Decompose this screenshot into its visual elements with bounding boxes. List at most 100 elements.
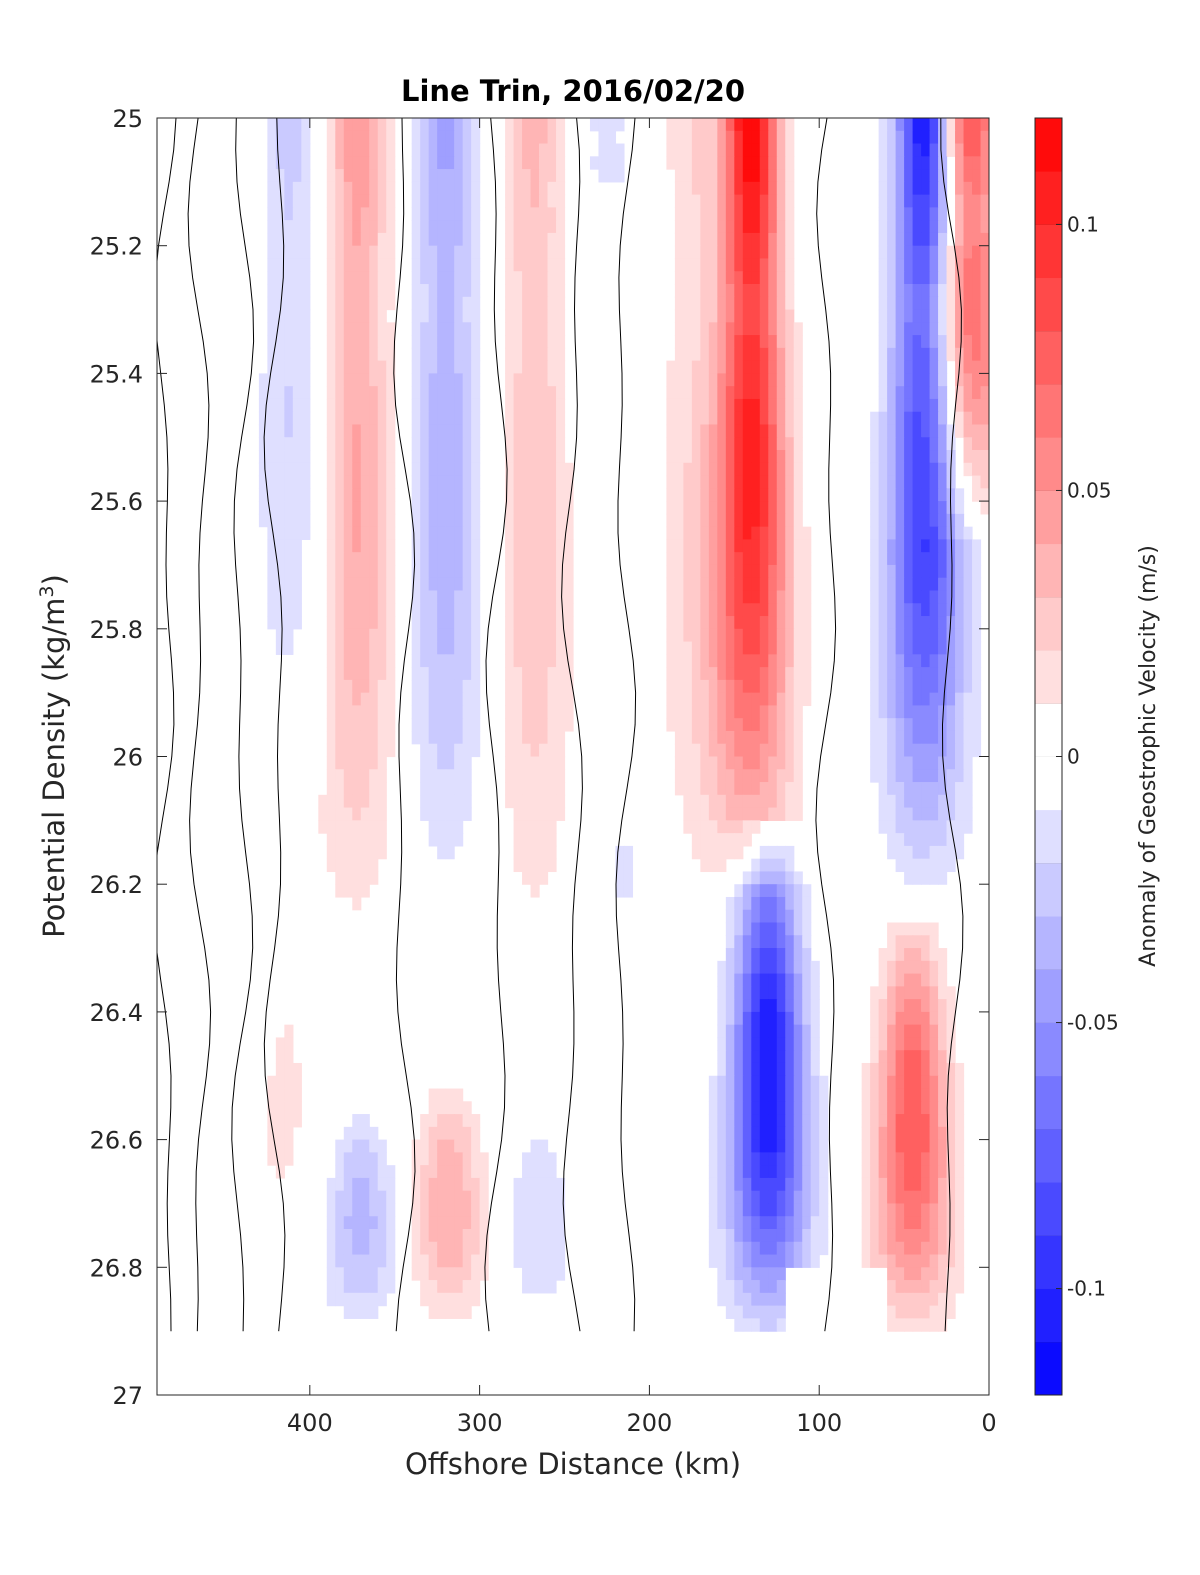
heatmap-cell (326, 1241, 336, 1256)
heatmap-cell (878, 501, 888, 515)
heatmap-cell (938, 590, 948, 604)
heatmap-cell (963, 820, 973, 834)
heatmap-cell (411, 309, 421, 323)
heatmap-cell (751, 730, 761, 745)
heatmap-cell (445, 513, 455, 528)
heatmap-cell (556, 641, 566, 655)
heatmap-cell (759, 999, 769, 1013)
heatmap-cell (556, 705, 566, 719)
heatmap-cell (895, 347, 905, 362)
heatmap-cell (929, 194, 939, 208)
heatmap-cell (810, 1203, 820, 1217)
heatmap-cell (759, 194, 769, 208)
heatmap-cell (462, 743, 472, 758)
heatmap-cell (454, 743, 464, 758)
heatmap-cell (878, 539, 888, 553)
heatmap-cell (292, 526, 302, 541)
heatmap-cell (776, 169, 786, 183)
heatmap-cell (802, 1241, 812, 1256)
heatmap-cell (963, 296, 973, 311)
heatmap-cell (522, 667, 532, 681)
heatmap-cell (420, 1165, 430, 1179)
heatmap-cell (445, 628, 455, 643)
heatmap-cell (522, 309, 532, 323)
heatmap-cell (284, 296, 294, 311)
heatmap-cell (505, 654, 515, 668)
heatmap-cell (972, 552, 982, 566)
heatmap-cell (887, 718, 897, 732)
heatmap-cell (343, 1190, 353, 1205)
heatmap-cell (759, 1101, 769, 1115)
heatmap-cell (921, 705, 931, 719)
heatmap-cell (437, 539, 447, 553)
heatmap-cell (742, 1318, 752, 1332)
heatmap-cell (360, 756, 370, 770)
heatmap-cell (326, 194, 336, 208)
heatmap-cell (275, 398, 285, 413)
heatmap-cell (683, 360, 693, 374)
heatmap-cell (751, 1280, 761, 1294)
heatmap-cell (946, 1292, 956, 1307)
heatmap-cell (547, 1203, 557, 1217)
heatmap-cell (666, 590, 676, 604)
y-tick-label: 25.2 (90, 233, 143, 261)
heatmap-cell (734, 411, 744, 426)
heatmap-cell (674, 475, 684, 489)
heatmap-cell (539, 1139, 549, 1153)
heatmap-cell (785, 513, 795, 528)
heatmap-cell (725, 577, 735, 592)
heatmap-cell (819, 1152, 829, 1166)
heatmap-cell (904, 258, 914, 272)
heatmap-cell (802, 1075, 812, 1090)
heatmap-cell (547, 552, 557, 566)
heatmap-cell (955, 730, 965, 745)
heatmap-cell (369, 820, 379, 834)
heatmap-cell (751, 1152, 761, 1166)
heatmap-cell (564, 488, 574, 502)
heatmap-cell (352, 1305, 362, 1319)
heatmap-cell (326, 730, 336, 745)
heatmap-cell (717, 1254, 727, 1268)
heatmap-cell (887, 488, 897, 502)
heatmap-cell (335, 1280, 345, 1294)
heatmap-cell (556, 169, 566, 183)
heatmap-cell (759, 322, 769, 336)
heatmap-cell (742, 258, 752, 272)
heatmap-cell (530, 718, 540, 732)
heatmap-cell (301, 450, 311, 464)
heatmap-cell (912, 820, 922, 834)
heatmap-cell (793, 564, 803, 579)
heatmap-cell (292, 335, 302, 349)
heatmap-cell (742, 373, 752, 387)
heatmap-cell (708, 833, 718, 847)
heatmap-cell (454, 245, 464, 260)
heatmap-cell (700, 437, 710, 451)
heatmap-cell (275, 1139, 285, 1153)
heatmap-cell (462, 1292, 472, 1307)
heatmap-cell (275, 335, 285, 349)
heatmap-cell (284, 386, 294, 400)
heatmap-cell (683, 169, 693, 183)
heatmap-cell (377, 1216, 387, 1230)
heatmap-cell (352, 616, 362, 630)
heatmap-cell (751, 411, 761, 426)
heatmap-cell (785, 475, 795, 489)
heatmap-cell (904, 1126, 914, 1141)
heatmap-cell (437, 347, 447, 362)
heatmap-cell (963, 232, 973, 247)
colorbar-tick-label: 0.05 (1067, 478, 1112, 502)
heatmap-cell (326, 590, 336, 604)
heatmap-cell (938, 1267, 948, 1281)
heatmap-cell (955, 232, 965, 247)
heatmap-cell (946, 424, 956, 438)
heatmap-cell (768, 986, 778, 1000)
heatmap-cell (938, 1050, 948, 1064)
heatmap-cell (556, 616, 566, 630)
heatmap-cell (386, 1190, 396, 1205)
heatmap-cell (717, 1177, 727, 1192)
heatmap-cell (793, 756, 803, 770)
heatmap-cell (734, 1101, 744, 1115)
heatmap-cell (955, 1267, 965, 1281)
heatmap-cell (955, 220, 965, 234)
heatmap-cell (887, 986, 897, 1000)
